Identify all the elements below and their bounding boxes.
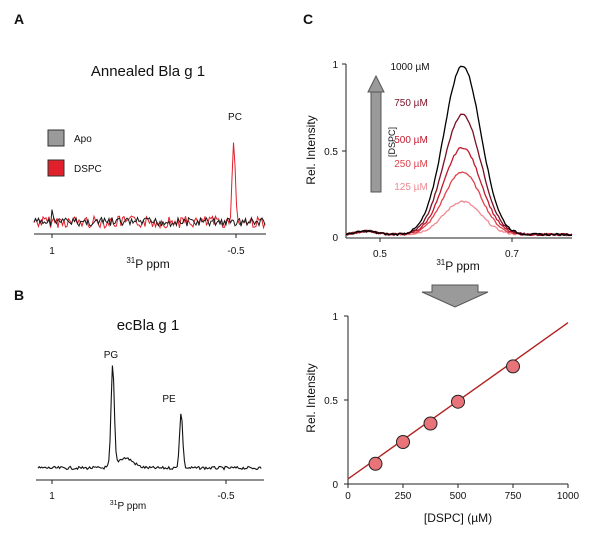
panel-a-xlabel: 31P ppm [126, 256, 169, 271]
panel-c-label: C [303, 11, 313, 27]
panel-d-xtick-1000: 1000 [557, 491, 580, 502]
panel-c-ytick-1: 1 [332, 60, 338, 71]
panel-c-xlabel-sup: 31 [436, 258, 445, 267]
series-line-125um [345, 200, 573, 237]
panel-c-xtick-1: 0.5 [373, 249, 387, 260]
peak-label-pg: PG [104, 350, 119, 361]
conc-label-250: 250 µM [394, 159, 428, 170]
arrow-shaft [370, 91, 382, 193]
conc-label-750: 750 µM [394, 98, 428, 109]
data-point-125 [368, 456, 383, 471]
panel-c-curves [345, 65, 573, 237]
panel-b-xlabel: 31P ppm [110, 500, 147, 512]
panel-a-xlabel-text: P ppm [135, 257, 169, 271]
spectrum-line [37, 365, 262, 471]
series-line-1000um [345, 65, 573, 237]
legend-dspc-label: DSPC [74, 164, 102, 175]
panel-b-xtick-2: -0.5 [217, 491, 235, 502]
panel-d-ytick-1: 1 [332, 312, 338, 323]
panel-a-xtick-1: 1 [49, 246, 55, 257]
data-point-500 [451, 394, 465, 409]
data-point-375 [423, 416, 438, 431]
peak-label-pe: PE [162, 394, 176, 405]
panel-c-xtick-2: 0.7 [505, 249, 519, 260]
arrow-label: [DSPC] [387, 127, 397, 157]
panel-b-xlabel-text: P ppm [118, 501, 147, 512]
panel-d-ytick-05: 0.5 [324, 396, 338, 407]
panel-c-xlabel-text: P ppm [445, 259, 479, 273]
panel-d: 0 0.5 1 0 250 500 750 1000 Rel. Intensit… [304, 312, 580, 525]
panel-c-ylabel: Rel. Intensity [304, 115, 318, 184]
panel-d-ytick-0: 0 [332, 480, 338, 491]
panel-a-xlabel-sup: 31 [126, 256, 135, 265]
down-arrow-icon [421, 284, 489, 308]
panel-d-xtick-250: 250 [395, 491, 412, 502]
data-point-750 [506, 359, 520, 374]
peak-label-pc: PC [228, 112, 242, 123]
panel-d-plot [347, 322, 569, 480]
panel-d-xtick-500: 500 [450, 491, 467, 502]
panel-d-ylabel: Rel. Intensity [304, 363, 318, 432]
panel-b-label: B [14, 287, 24, 303]
conc-label-125: 125 µM [394, 182, 428, 193]
panel-c-xlabel: 31P ppm [436, 258, 479, 273]
legend-apo-label: Apo [74, 134, 92, 145]
panel-d-xtick-750: 750 [505, 491, 522, 502]
panel-c: C 0 0.5 1 Rel. Intensity 0.5 0.7 31P ppm… [303, 11, 573, 273]
panel-b-title: ecBla g 1 [117, 317, 180, 334]
data-point-250 [396, 435, 410, 449]
panel-c-ytick-0: 0 [332, 233, 338, 244]
panel-d-xtick-0: 0 [345, 491, 351, 502]
panel-d-xlabel: [DSPC] (µM) [424, 511, 492, 525]
series-line-dspc [33, 142, 266, 230]
panel-a: A Annealed Bla g 1 Apo DSPC PC 1 -0.5 31… [14, 11, 266, 271]
series-line-apo [33, 209, 266, 228]
panel-a-xtick-2: -0.5 [227, 246, 245, 257]
panel-b: B ecBla g 1 PG PE 1 -0.5 31P ppm [14, 287, 264, 512]
conc-label-1000: 1000 µM [390, 62, 429, 73]
panel-a-title: Annealed Bla g 1 [91, 63, 205, 80]
arrow-head [367, 74, 385, 93]
panel-a-label: A [14, 11, 24, 27]
conc-label-500: 500 µM [394, 135, 428, 146]
panel-d-ticks [344, 315, 569, 488]
legend-dspc-swatch [47, 159, 65, 177]
legend-apo-swatch [47, 129, 65, 147]
panel-b-xtick-1: 1 [49, 491, 55, 502]
panel-c-ytick-05: 0.5 [324, 147, 338, 158]
panel-b-xlabel-sup: 31 [110, 500, 118, 507]
